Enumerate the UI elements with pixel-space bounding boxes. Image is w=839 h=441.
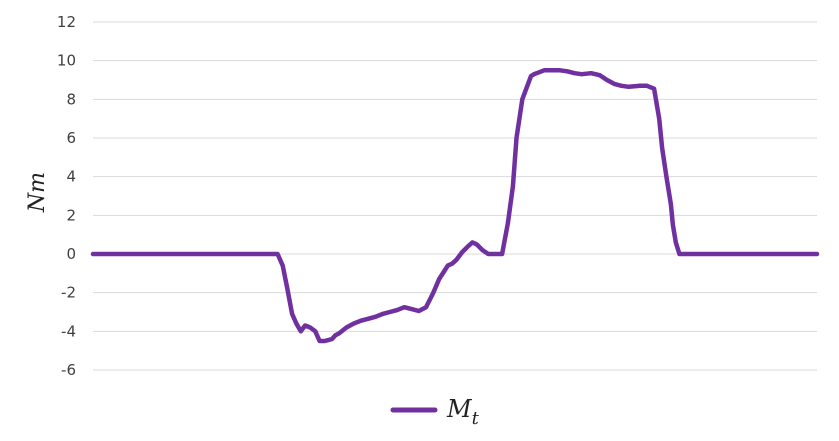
series-line <box>90 68 820 344</box>
legend-series-name: M <box>446 395 473 423</box>
y-tick-label: 0 <box>66 245 76 263</box>
y-tick-label: 6 <box>66 129 76 147</box>
legend: Mt <box>390 395 480 429</box>
series-layer <box>90 68 820 344</box>
y-tick-label: -4 <box>61 322 76 340</box>
y-tick-label: 8 <box>66 90 76 108</box>
gridlines <box>93 21 817 371</box>
y-tick-label: -2 <box>61 284 76 302</box>
y-tick-label: 10 <box>57 52 76 70</box>
y-tick-label: 12 <box>57 13 76 31</box>
y-axis-tick-labels: 12 10 8 6 4 2 0 -2 -4 -6 <box>57 13 76 379</box>
y-axis-title: Nm <box>25 172 50 213</box>
legend-series-subscript: t <box>472 408 480 429</box>
legend-label: Mt <box>446 395 480 429</box>
y-tick-label: -6 <box>61 361 76 379</box>
y-tick-label: 2 <box>66 206 76 224</box>
y-tick-label: 4 <box>66 168 76 186</box>
